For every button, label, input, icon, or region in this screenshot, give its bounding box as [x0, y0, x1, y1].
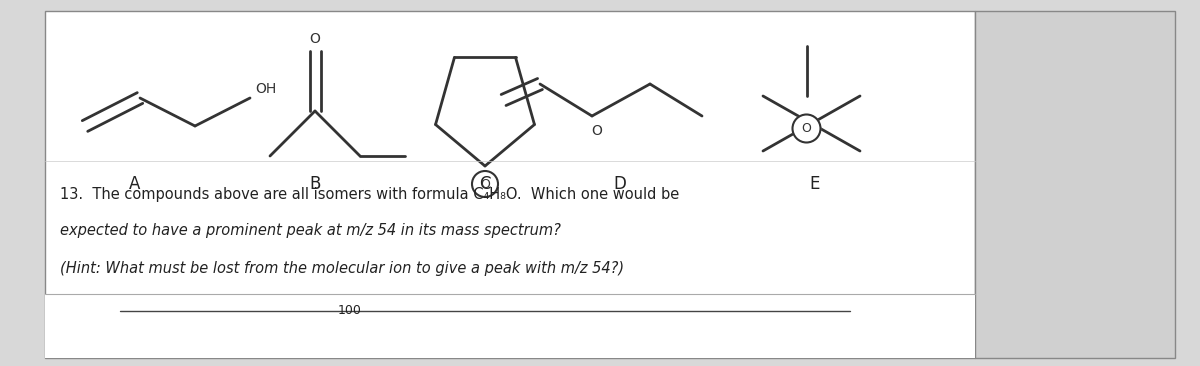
Bar — [46, 11, 976, 358]
Text: D: D — [613, 175, 626, 193]
Text: B: B — [310, 175, 320, 193]
Text: expected to have a prominent peak at m/z 54 in its mass spectrum?: expected to have a prominent peak at m/z… — [60, 224, 560, 239]
Text: E: E — [810, 175, 820, 193]
Text: 13.  The compounds above are all isomers with formula C₄H₈O.  Which one would be: 13. The compounds above are all isomers … — [60, 187, 679, 202]
Text: OH: OH — [254, 82, 276, 96]
Text: O: O — [802, 122, 811, 135]
Text: 100: 100 — [338, 304, 362, 317]
Bar — [46, 294, 976, 358]
Text: C: C — [479, 175, 491, 193]
Text: A: A — [130, 175, 140, 193]
Text: O: O — [592, 124, 602, 138]
Bar — [974, 11, 1175, 358]
Circle shape — [472, 171, 498, 197]
Text: (Hint: What must be lost from the molecular ion to give a peak with m/z 54?): (Hint: What must be lost from the molecu… — [60, 261, 624, 276]
Text: O: O — [480, 178, 490, 190]
Text: O: O — [310, 32, 320, 46]
Circle shape — [792, 115, 821, 142]
